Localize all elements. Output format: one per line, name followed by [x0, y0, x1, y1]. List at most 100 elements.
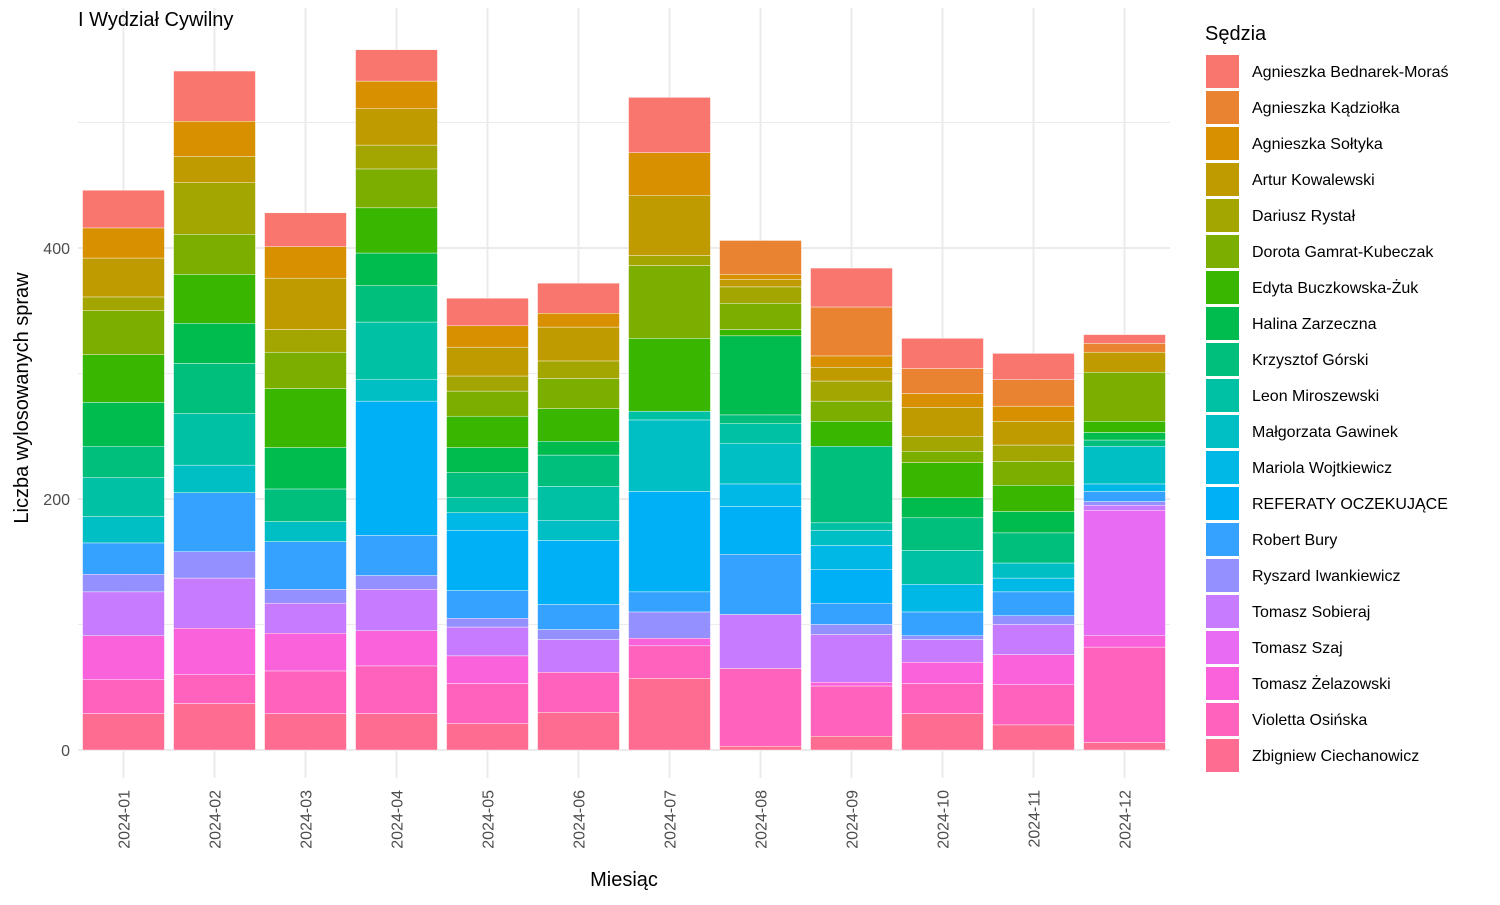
bar-segment — [173, 551, 256, 579]
legend-item: Violetta Osińska — [1206, 703, 1367, 736]
bar-segment — [1083, 491, 1166, 502]
legend-item: REFERATY OCZEKUJĄCE — [1206, 487, 1448, 520]
legend-label: Agnieszka Bednarek-Moraś — [1252, 64, 1449, 81]
bar-segment — [992, 379, 1075, 407]
legend-item: Agnieszka Sołtyka — [1206, 127, 1383, 160]
legend-item: Ryszard Iwankiewicz — [1206, 559, 1400, 592]
legend-label: Małgorzata Gawinek — [1252, 424, 1399, 441]
bar-segment — [355, 321, 438, 380]
bar-segment — [992, 654, 1075, 685]
bar-segment — [1083, 742, 1166, 751]
legend-label: Artur Kowalewski — [1252, 172, 1375, 189]
legend-swatch — [1206, 163, 1239, 196]
bar-segment — [537, 282, 620, 314]
bar-segment — [1083, 646, 1166, 743]
bar-segment — [173, 121, 256, 157]
bar-segment — [719, 274, 802, 280]
bar-segment — [173, 492, 256, 552]
bar-segment — [82, 542, 165, 575]
bar-segment — [537, 441, 620, 456]
bar-segment — [719, 614, 802, 669]
legend-item: Agnieszka Bednarek-Moraś — [1206, 55, 1449, 88]
bar-segment — [264, 329, 347, 353]
bar-segment — [446, 530, 529, 591]
bar-segment — [1083, 439, 1166, 447]
bar-segment — [719, 303, 802, 330]
bar-segment — [1083, 510, 1166, 636]
bar-segment — [719, 286, 802, 304]
bar-segment — [82, 190, 165, 229]
bar-segment — [628, 591, 711, 613]
bar-segment — [628, 419, 711, 492]
bar-segment — [82, 591, 165, 636]
bar-segment — [810, 306, 893, 357]
bar-segment — [1083, 505, 1166, 511]
bar-segment — [537, 520, 620, 541]
bar-segment — [901, 713, 984, 751]
bar-segment — [173, 577, 256, 629]
bar-segment — [992, 615, 1075, 625]
bar-segment — [355, 665, 438, 714]
bar-segment — [810, 634, 893, 683]
legend-label: Leon Miroszewski — [1252, 388, 1379, 405]
bar-segment — [82, 635, 165, 680]
bar-segment — [264, 713, 347, 751]
bar-segment — [901, 497, 984, 519]
legend-label: Mariola Wojtkiewicz — [1252, 460, 1392, 477]
bar-segment — [810, 400, 893, 422]
legend-item: Leon Miroszewski — [1206, 379, 1379, 412]
bar-segment — [537, 639, 620, 673]
x-tick-label: 2024-10 — [936, 790, 953, 849]
bar-segment — [992, 532, 1075, 564]
legend-swatch — [1206, 739, 1239, 772]
bar-segment — [628, 195, 711, 256]
legend-label: Tomasz Żelazowski — [1252, 674, 1391, 693]
bar-segment — [264, 670, 347, 714]
bar-segment — [173, 233, 256, 275]
bar-segment — [82, 257, 165, 298]
bar-segment — [355, 168, 438, 209]
bar-segment — [719, 483, 802, 507]
bar-segment — [1083, 432, 1166, 441]
legend-label: Zbigniew Ciechanowicz — [1252, 748, 1419, 765]
bar-segment — [355, 589, 438, 631]
legend-item: Halina Zarzeczna — [1206, 307, 1377, 340]
bar-segment — [810, 735, 893, 751]
bar-segment — [719, 746, 802, 751]
legend-item: Edyta Buczkowska-Żuk — [1206, 271, 1419, 304]
bar-segment — [1083, 420, 1166, 433]
bar-segment — [992, 624, 1075, 655]
legend-item: Dorota Gamrat-Kubeczak — [1206, 235, 1434, 268]
bar-segment — [264, 447, 347, 490]
bar-segment — [537, 671, 620, 713]
bar-segment — [264, 212, 347, 247]
bar-segment — [628, 678, 711, 751]
bar-segment — [537, 712, 620, 751]
bar-segment — [355, 535, 438, 576]
bar-segment — [628, 338, 711, 412]
bar-segment — [264, 589, 347, 604]
legend-label: Agnieszka Kądziołka — [1252, 100, 1400, 117]
bar-segment — [628, 645, 711, 679]
legend-swatch — [1206, 343, 1239, 376]
bar-segment — [628, 410, 711, 421]
bar-segment — [901, 517, 984, 551]
bar-segment — [901, 550, 984, 585]
legend-label: Tomasz Szaj — [1252, 640, 1343, 657]
bar-segment — [810, 545, 893, 570]
bar-segment — [992, 724, 1075, 751]
bar-segment — [992, 484, 1075, 512]
legend-item: Tomasz Żelazowski — [1206, 667, 1391, 700]
bar-segment — [446, 655, 529, 684]
bar-segment — [719, 279, 802, 288]
bar-segment — [173, 323, 256, 364]
legend-item: Agnieszka Kądziołka — [1206, 91, 1400, 124]
bar-segment — [82, 477, 165, 517]
legend-label: Halina Zarzeczna — [1252, 316, 1377, 333]
bar-segment — [173, 363, 256, 414]
bar-segment — [1083, 334, 1166, 344]
bar-segment — [810, 267, 893, 308]
legend-label: Agnieszka Sołtyka — [1252, 136, 1383, 153]
bar-segment — [719, 329, 802, 337]
